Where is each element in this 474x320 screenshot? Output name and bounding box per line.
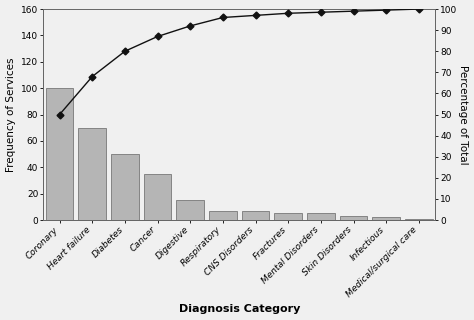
Bar	[340, 216, 367, 220]
X-axis label: Diagnosis Category: Diagnosis Category	[179, 304, 300, 315]
Bar	[176, 200, 204, 220]
Y-axis label: Percentage of Total: Percentage of Total	[458, 65, 468, 164]
Bar	[46, 88, 73, 220]
Bar	[274, 213, 302, 220]
Bar	[144, 174, 172, 220]
Bar	[373, 217, 400, 220]
Bar	[78, 128, 106, 220]
Bar	[242, 211, 269, 220]
Bar	[405, 219, 433, 220]
Y-axis label: Frequency of Services: Frequency of Services	[6, 57, 16, 172]
Bar	[111, 154, 139, 220]
Bar	[209, 211, 237, 220]
Bar	[307, 213, 335, 220]
